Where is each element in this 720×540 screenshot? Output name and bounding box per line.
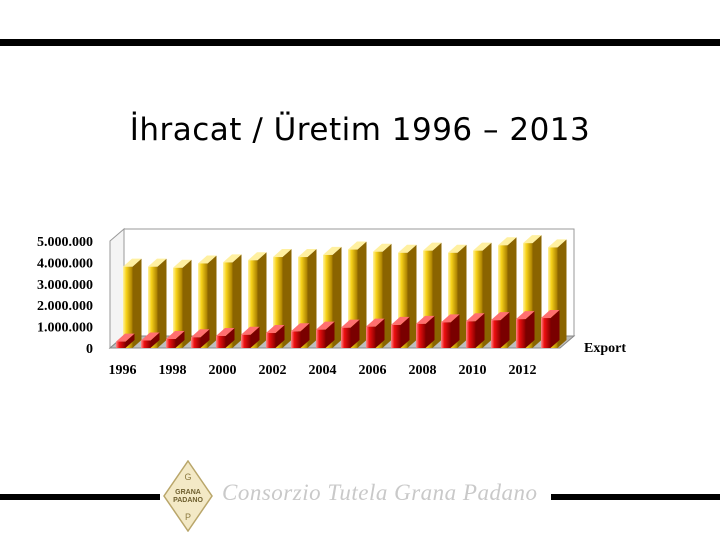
export-bar [441, 314, 460, 348]
total-bar [473, 242, 492, 348]
top-rule [0, 39, 720, 46]
export-bar [116, 333, 135, 348]
svg-text:GRANA: GRANA [175, 489, 201, 496]
x-tick-label: 2006 [359, 363, 387, 378]
export-bar [466, 313, 485, 348]
bottom-rule-left [0, 494, 160, 500]
slide-title: İhracat / Üretim 1996 – 2013 [129, 112, 591, 148]
export-bar [516, 311, 535, 348]
export-bar [491, 312, 510, 348]
y-tick-label: 2.000.000 [37, 299, 93, 314]
consortium-name: Consorzio Tutela Grana Padano [222, 480, 538, 505]
y-tick-label: 5.000.000 [37, 235, 93, 250]
svg-text:G: G [184, 472, 191, 482]
x-tick-label: 2010 [459, 363, 487, 378]
total-bar [198, 255, 217, 348]
total-bar [423, 242, 442, 348]
export-bar [341, 319, 360, 348]
y-tick-label: 4.000.000 [37, 256, 93, 271]
bottom-rule-right [551, 494, 720, 500]
total-bar [323, 246, 342, 348]
y-tick-label: 0 [86, 342, 93, 357]
x-tick-label: 2012 [509, 363, 537, 378]
svg-text:P: P [185, 512, 191, 522]
svg-text:PADANO: PADANO [173, 497, 203, 504]
export-bar [391, 316, 410, 348]
total-bar [248, 252, 267, 348]
export-bar [141, 332, 160, 348]
x-tick-label: 2008 [409, 363, 437, 378]
total-bar [548, 239, 567, 348]
export-bar [241, 326, 260, 348]
chart-side-wall [109, 227, 125, 350]
y-tick-label: 3.000.000 [37, 278, 93, 293]
export-bar [291, 323, 310, 348]
total-bar [498, 237, 517, 348]
total-bar [523, 235, 542, 348]
total-bar [123, 258, 142, 348]
total-bar [223, 254, 242, 348]
total-bar [298, 249, 317, 348]
total-bar [173, 259, 192, 348]
x-tick-label: 2000 [209, 363, 237, 378]
export-bar [541, 310, 560, 348]
y-tick-label: 1.000.000 [37, 321, 93, 336]
x-tick-label: 1996 [109, 363, 137, 378]
total-bar [348, 241, 367, 348]
export-bar [416, 315, 435, 348]
x-tick-label: 2004 [309, 363, 337, 378]
x-tick-label: 1998 [159, 363, 187, 378]
total-bar [373, 243, 392, 348]
export-bar [166, 331, 185, 348]
export-bar [191, 329, 210, 348]
total-bar [448, 244, 467, 348]
x-tick-label: 2002 [259, 363, 287, 378]
y-axis-labels: 0 1.000.000 2.000.000 3.000.000 4.000.000 5.0… [37, 235, 93, 357]
export-bar [316, 321, 335, 348]
bar-series [116, 235, 567, 348]
x-axis-labels: 1996 1998 2000 2002 2004 2006 2008 2010 2012 [109, 363, 537, 378]
total-bar [148, 258, 167, 348]
total-bar [273, 249, 292, 348]
bar-chart: 0 1.000.000 2.000.000 3.000.000 4.000.000 5.0… [37, 227, 626, 378]
grana-padano-logo: G GRANA PADANO P [163, 460, 213, 532]
total-bar [398, 244, 417, 348]
export-bar [366, 318, 385, 348]
export-bar [266, 325, 285, 348]
series-label-export: Export [584, 341, 626, 356]
export-bar [216, 328, 235, 348]
